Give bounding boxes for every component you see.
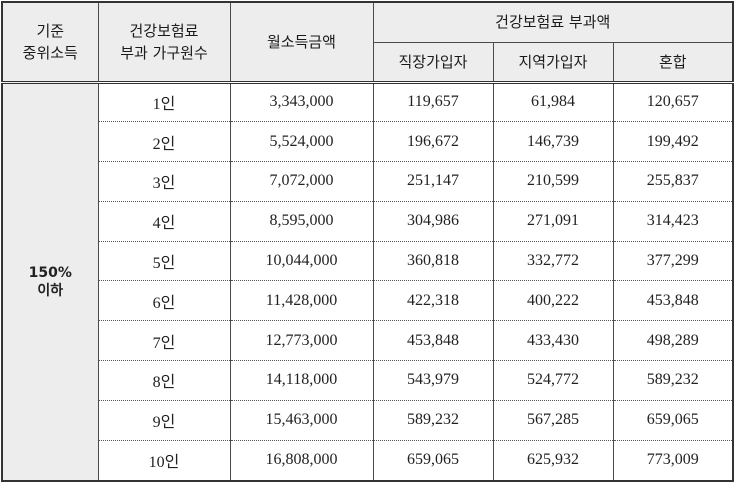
header-monthly-income: 월소득금액 (229, 1, 374, 84)
cell-mixed-premium: 659,065 (612, 399, 734, 441)
cell-monthly-income: 7,072,000 (229, 161, 374, 202)
group-label-line: 150% (28, 264, 72, 281)
cell-mixed-premium: 773,009 (612, 439, 734, 482)
cell-mixed-premium: 314,423 (612, 200, 734, 242)
cell-employee-premium: 360,818 (372, 240, 494, 282)
table-row: 2인 5,524,000 196,672 146,739 199,492 (2, 121, 734, 163)
cell-regional-premium: 332,772 (492, 240, 614, 282)
cell-regional-premium: 400,222 (492, 280, 614, 322)
header-household-members-line2: 부과 가구원수 (120, 43, 208, 62)
cell-regional-premium: 433,430 (492, 320, 614, 362)
cell-regional-premium: 625,932 (492, 439, 614, 482)
table-row: 150% 이하 1인 3,343,000 119,657 61,984 120,657 (1, 81, 734, 482)
header-standard-median-income: 기준 중위소득 (1, 1, 99, 84)
table-header: 기준 중위소득 건강보험료 부과 가구원수 월소득금액 건강보험료 부과액 직장… (1, 1, 734, 84)
cell-monthly-income: 12,773,000 (229, 320, 374, 362)
header-household-members-line1: 건강보험료 (129, 21, 199, 40)
cell-regional-premium: 271,091 (492, 200, 614, 242)
cell-household-members: 6인 (97, 280, 231, 322)
table-row: 5인 10,044,000 360,818 332,772 377,299 (2, 240, 734, 282)
cell-household-members: 9인 (97, 399, 231, 441)
group-label-150-percent: 150% 이하 (1, 82, 99, 482)
header-household-members: 건강보험료 부과 가구원수 (97, 1, 231, 84)
table-row: 8인 14,118,000 543,979 524,772 589,232 (2, 360, 734, 401)
table-body: 150% 이하 1인 3,343,000 119,657 61,984 120,657 2인 5… (1, 81, 734, 482)
cell-household-members: 8인 (97, 360, 231, 401)
header-standard-median-income-line2: 중위소득 (22, 43, 78, 62)
cell-mixed-premium: 255,837 (612, 161, 734, 202)
cell-employee-premium: 659,065 (372, 439, 494, 482)
cell-mixed-premium: 199,492 (612, 121, 734, 163)
cell-monthly-income: 3,343,000 (229, 81, 374, 123)
cell-monthly-income: 11,428,000 (229, 280, 374, 322)
cell-monthly-income: 15,463,000 (229, 399, 374, 441)
header-mixed: 혼합 (612, 41, 734, 84)
header-standard-median-income-line1: 기준 (36, 21, 65, 40)
table-row: 10인 16,808,000 659,065 625,932 773,009 (2, 439, 734, 482)
table-row: 4인 8,595,000 304,986 271,091 314,423 (2, 200, 734, 242)
cell-employee-premium: 196,672 (372, 121, 494, 163)
cell-monthly-income: 5,524,000 (229, 121, 374, 163)
table-row: 3인 7,072,000 251,147 210,599 255,837 (2, 161, 734, 202)
cell-employee-premium: 543,979 (372, 360, 494, 401)
cell-household-members: 1인 (97, 81, 231, 123)
cell-employee-premium: 422,318 (372, 280, 494, 322)
cell-employee-premium: 119,657 (372, 81, 494, 123)
cell-household-members: 4인 (97, 200, 231, 242)
cell-regional-premium: 210,599 (492, 161, 614, 202)
cell-household-members: 2인 (97, 121, 231, 163)
cell-employee-premium: 589,232 (372, 399, 494, 441)
cell-regional-premium: 524,772 (492, 360, 614, 401)
header-regional: 지역가입자 (492, 41, 614, 84)
cell-regional-premium: 146,739 (492, 121, 614, 163)
cell-regional-premium: 567,285 (492, 399, 614, 441)
cell-employee-premium: 304,986 (372, 200, 494, 242)
header-premium-group: 건강보험료 부과액 (372, 1, 734, 43)
cell-household-members: 3인 (97, 161, 231, 202)
table-row: 7인 12,773,000 453,848 433,430 498,289 (2, 320, 734, 362)
cell-mixed-premium: 498,289 (612, 320, 734, 362)
table-row: 9인 15,463,000 589,232 567,285 659,065 (2, 399, 734, 441)
cell-monthly-income: 14,118,000 (229, 360, 374, 401)
cell-mixed-premium: 377,299 (612, 240, 734, 282)
table-row: 6인 11,428,000 422,318 400,222 453,848 (2, 280, 734, 322)
cell-employee-premium: 251,147 (372, 161, 494, 202)
cell-monthly-income: 10,044,000 (229, 240, 374, 282)
cell-employee-premium: 453,848 (372, 320, 494, 362)
cell-mixed-premium: 589,232 (612, 360, 734, 401)
cell-monthly-income: 16,808,000 (229, 439, 374, 482)
header-employee: 직장가입자 (372, 41, 494, 84)
cell-household-members: 7인 (97, 320, 231, 362)
cell-household-members: 10인 (97, 439, 231, 482)
cell-regional-premium: 61,984 (492, 81, 614, 123)
cell-mixed-premium: 120,657 (612, 81, 734, 123)
cell-household-members: 5인 (97, 240, 231, 282)
cell-mixed-premium: 453,848 (612, 280, 734, 322)
group-label-line: 이하 (37, 282, 64, 299)
cell-monthly-income: 8,595,000 (229, 200, 374, 242)
